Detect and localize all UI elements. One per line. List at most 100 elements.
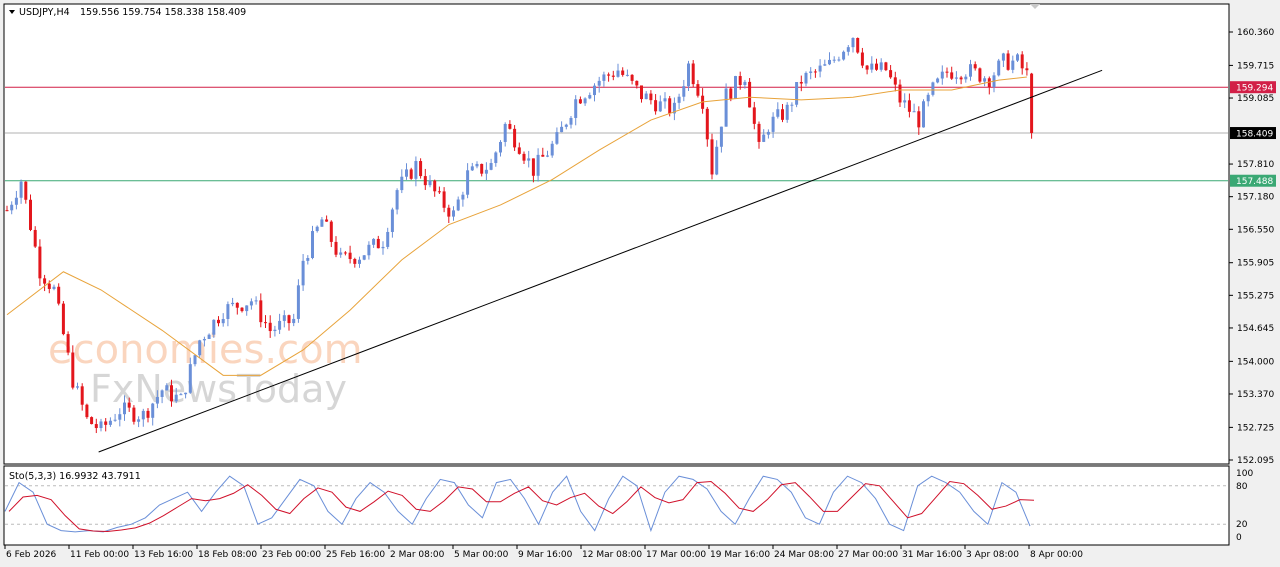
candle <box>484 162 488 180</box>
candle-body <box>738 76 742 85</box>
candle-body <box>846 47 850 52</box>
candle-body <box>959 77 963 80</box>
candle <box>832 56 836 63</box>
resistance-price-label: 159.294 <box>1236 84 1273 94</box>
candle <box>889 65 893 79</box>
candle-body <box>108 420 112 425</box>
candle-body <box>372 238 376 245</box>
candle <box>264 315 267 329</box>
candle <box>696 80 700 98</box>
trendline[interactable] <box>98 69 1103 453</box>
candle-body <box>90 417 94 425</box>
candle-body <box>983 78 987 82</box>
candle <box>799 75 803 92</box>
support-price-badge <box>1230 174 1276 187</box>
candle-body <box>499 141 502 153</box>
candle <box>658 95 662 112</box>
candle <box>353 257 357 268</box>
candle <box>409 167 413 180</box>
ascending-trendline[interactable] <box>98 69 1103 453</box>
candle <box>945 67 949 78</box>
candle <box>141 408 145 427</box>
candle <box>818 59 822 78</box>
price-tick-label: 152.095 <box>1237 456 1274 466</box>
current-price-badge <box>1230 127 1276 140</box>
candle <box>423 168 427 190</box>
candle <box>207 333 211 340</box>
candle <box>771 112 775 138</box>
candle-body <box>898 84 902 103</box>
price-tick-label: 157.810 <box>1237 160 1274 170</box>
stochastic-panel[interactable] <box>3 465 1230 546</box>
candle <box>513 125 517 151</box>
candle-body <box>748 81 752 108</box>
candle <box>193 354 197 367</box>
main-price-panel[interactable] <box>3 3 1230 465</box>
price-tick-label: 159.085 <box>1237 94 1274 104</box>
candle-body <box>433 180 437 192</box>
candle <box>245 305 249 316</box>
candle-body <box>574 99 578 118</box>
candle <box>926 92 930 107</box>
candle-body <box>804 72 808 84</box>
candle <box>672 97 676 121</box>
candle <box>437 186 441 195</box>
price-tick-label: 157.180 <box>1237 193 1274 203</box>
price-tick-label: 156.550 <box>1237 225 1274 235</box>
candle-body <box>762 134 766 142</box>
candle <box>837 56 841 62</box>
time-tick-label: 18 Feb 08:00 <box>198 550 257 560</box>
candle-body <box>541 154 545 157</box>
candle-body <box>536 154 540 176</box>
stochastic-tick-label: 0 <box>1236 533 1242 543</box>
triangle-down-icon[interactable] <box>9 10 15 14</box>
candle <box>118 408 122 427</box>
candle <box>99 418 103 432</box>
candles <box>5 37 1034 434</box>
candle <box>705 106 709 147</box>
candle-body <box>231 302 235 305</box>
candle-body <box>339 252 343 255</box>
candle-body <box>813 71 817 73</box>
time-tick-label: 25 Feb 16:00 <box>326 550 385 560</box>
candle-body <box>334 241 338 255</box>
candle <box>621 67 625 77</box>
candle <box>76 382 79 390</box>
candle-body <box>696 84 700 96</box>
candle <box>358 256 361 268</box>
candle <box>433 179 437 197</box>
candle <box>179 392 183 396</box>
candle-body <box>987 78 991 88</box>
candle <box>564 123 568 130</box>
moving-average <box>6 76 1027 376</box>
candle <box>969 59 972 81</box>
candle <box>414 156 418 187</box>
candle <box>254 296 258 305</box>
candle-body <box>165 385 169 391</box>
candle-body <box>790 104 794 106</box>
candle <box>630 74 634 85</box>
candle-body <box>428 180 432 186</box>
candle <box>475 161 479 169</box>
candle-body <box>179 394 183 396</box>
candle <box>400 169 404 194</box>
support-price-label: 157.488 <box>1236 177 1273 187</box>
symbol-timeframe: USDJPY,H4 <box>19 7 70 18</box>
candle <box>978 67 982 83</box>
candle <box>922 99 925 128</box>
candle-body <box>259 300 263 323</box>
candle-body <box>969 64 972 77</box>
candle-body <box>57 286 61 304</box>
candle <box>785 102 789 123</box>
candle-body <box>682 86 686 97</box>
candle <box>757 121 761 149</box>
candle-body <box>221 318 225 324</box>
candle-body <box>781 109 784 120</box>
chart-shift-marker-icon[interactable] <box>1030 4 1040 9</box>
candle <box>781 103 784 123</box>
candle-body <box>588 95 592 99</box>
time-tick-label: 11 Feb 00:00 <box>70 550 129 560</box>
candle <box>752 101 756 130</box>
candle-body <box>80 386 84 405</box>
